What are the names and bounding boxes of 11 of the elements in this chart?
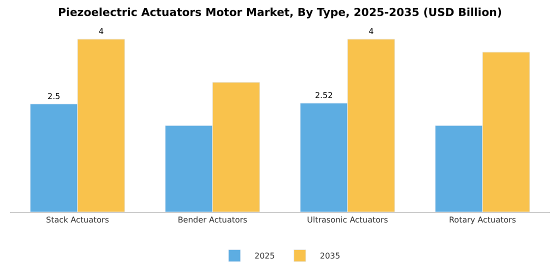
x-tick-label: Ultrasonic Actuators [306,216,388,225]
data-label: 2.5 [48,92,60,101]
x-tick-label: Stack Actuators [46,216,110,225]
data-label: 4 [98,27,104,36]
x-tick-label: Rotary Actuators [448,216,516,225]
data-label: 2.52 [314,91,333,100]
legend-label: 2025 [254,252,275,261]
chart-title: Piezoelectric Actuators Motor Market, By Type, 2025-2035 (USD Billion) [58,6,502,20]
data-label: 4 [368,27,374,36]
x-tick-label: Bender Actuators [178,216,248,225]
legend-label: 2035 [320,252,340,261]
